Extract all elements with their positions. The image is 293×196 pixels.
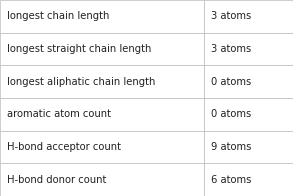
Bar <box>204 131 293 163</box>
Text: longest chain length: longest chain length <box>7 11 110 21</box>
Text: longest straight chain length: longest straight chain length <box>7 44 152 54</box>
Text: 0 atoms: 0 atoms <box>211 109 251 119</box>
Bar <box>0 65 204 98</box>
Text: 6 atoms: 6 atoms <box>211 175 251 185</box>
Bar <box>0 98 204 131</box>
Bar <box>204 163 293 196</box>
Text: 3 atoms: 3 atoms <box>211 44 251 54</box>
Text: H-bond acceptor count: H-bond acceptor count <box>7 142 121 152</box>
Bar <box>204 65 293 98</box>
Bar <box>0 131 204 163</box>
Bar <box>0 0 204 33</box>
Text: 0 atoms: 0 atoms <box>211 77 251 87</box>
Bar <box>204 98 293 131</box>
Bar <box>204 0 293 33</box>
Bar <box>204 33 293 65</box>
Bar <box>0 33 204 65</box>
Bar <box>0 163 204 196</box>
Text: longest aliphatic chain length: longest aliphatic chain length <box>7 77 156 87</box>
Text: H-bond donor count: H-bond donor count <box>7 175 107 185</box>
Text: 9 atoms: 9 atoms <box>211 142 251 152</box>
Text: 3 atoms: 3 atoms <box>211 11 251 21</box>
Text: aromatic atom count: aromatic atom count <box>7 109 111 119</box>
